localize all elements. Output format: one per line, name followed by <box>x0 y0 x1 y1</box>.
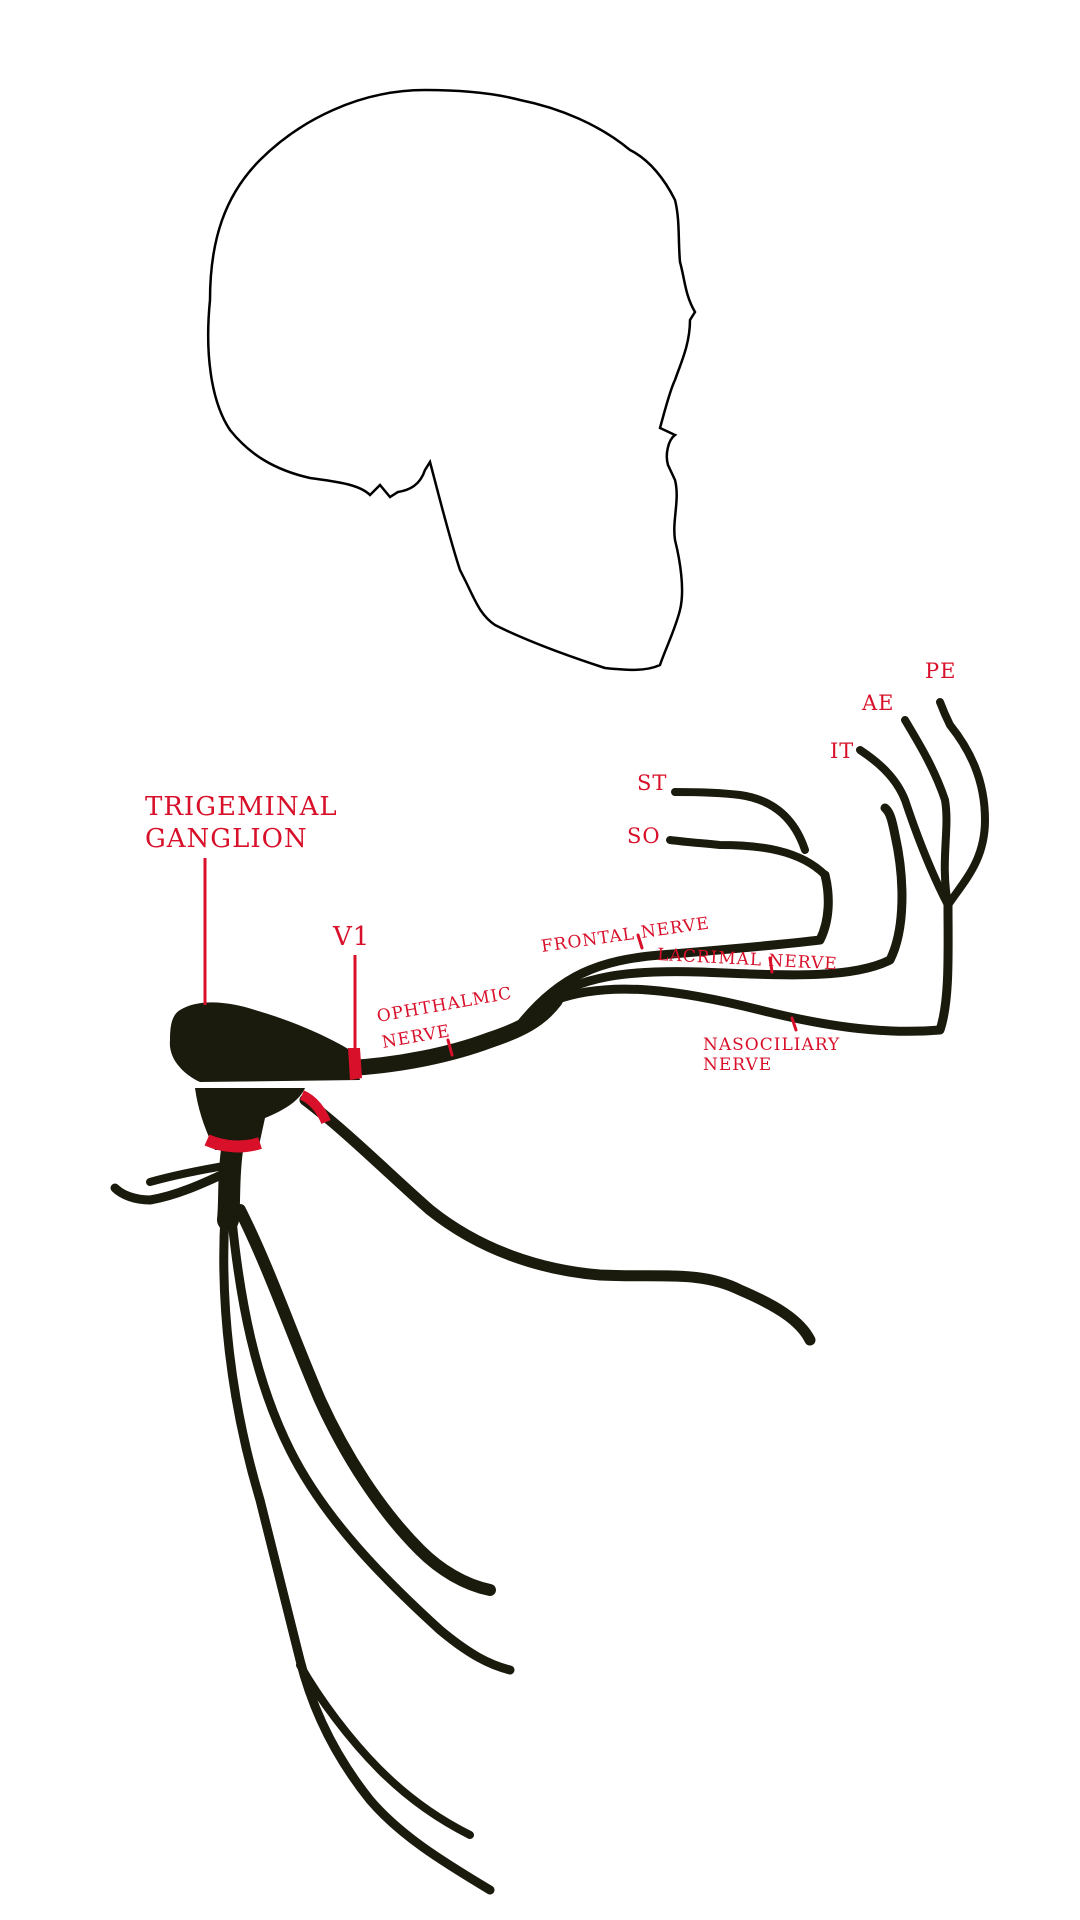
v1-marker <box>348 1048 362 1080</box>
anterior-ethmoidal-branch <box>901 716 952 909</box>
nasociliary-nerve-label-line1: NASOCILIARY <box>703 1035 840 1055</box>
mandibular-branch-4 <box>296 1661 474 1839</box>
maxillary-nerve <box>299 1094 816 1346</box>
mandibular-root-left <box>110 1165 237 1205</box>
ophthalmic-nerve-label-line1: OPHTHALMIC <box>375 983 513 1026</box>
nasociliary-nerve-label-line2: NERVE <box>703 1055 772 1075</box>
ae-label: AE <box>861 691 895 715</box>
supraorbital-branch <box>666 836 829 879</box>
trigeminal-ganglion <box>169 1002 360 1082</box>
mandibular-nerve-trunk <box>217 1139 243 1231</box>
lacrimal-tick <box>768 956 774 974</box>
mandibular-branch-1 <box>234 1204 496 1596</box>
posterior-ethmoidal-branch <box>936 698 989 909</box>
trigeminal-ganglion-label-line2: GANGLION <box>145 824 308 854</box>
v2-marker <box>299 1090 331 1124</box>
v3-marker <box>204 1134 262 1153</box>
lacrimal-nerve-branch <box>535 803 907 1010</box>
nasociliary-tick <box>790 1016 798 1032</box>
supratrochlear-branch <box>671 788 809 854</box>
st-label: ST <box>637 771 667 795</box>
frontal-tick <box>636 933 644 950</box>
mandibular-branch-3 <box>219 1210 495 1895</box>
ganglion-lower-lobe <box>195 1088 305 1150</box>
skull-outline <box>206 88 697 672</box>
frontal-nerve-branch <box>515 870 833 1030</box>
so-label: SO <box>627 824 661 848</box>
mandibular-root-left-2 <box>146 1161 234 1186</box>
trigeminal-ganglion-label-line1: TRIGEMINAL <box>145 792 338 822</box>
ophthalmic-nerve-trunk <box>342 992 563 1076</box>
nasociliary-nerve-branch <box>550 900 953 1036</box>
pe-label: PE <box>925 659 956 683</box>
ophthalmic-tick <box>446 1038 454 1057</box>
infratrochlear-branch <box>856 746 952 909</box>
v1-label: V1 <box>332 922 370 952</box>
it-label: IT <box>830 739 854 763</box>
mandibular-branch-2 <box>227 1215 515 1675</box>
